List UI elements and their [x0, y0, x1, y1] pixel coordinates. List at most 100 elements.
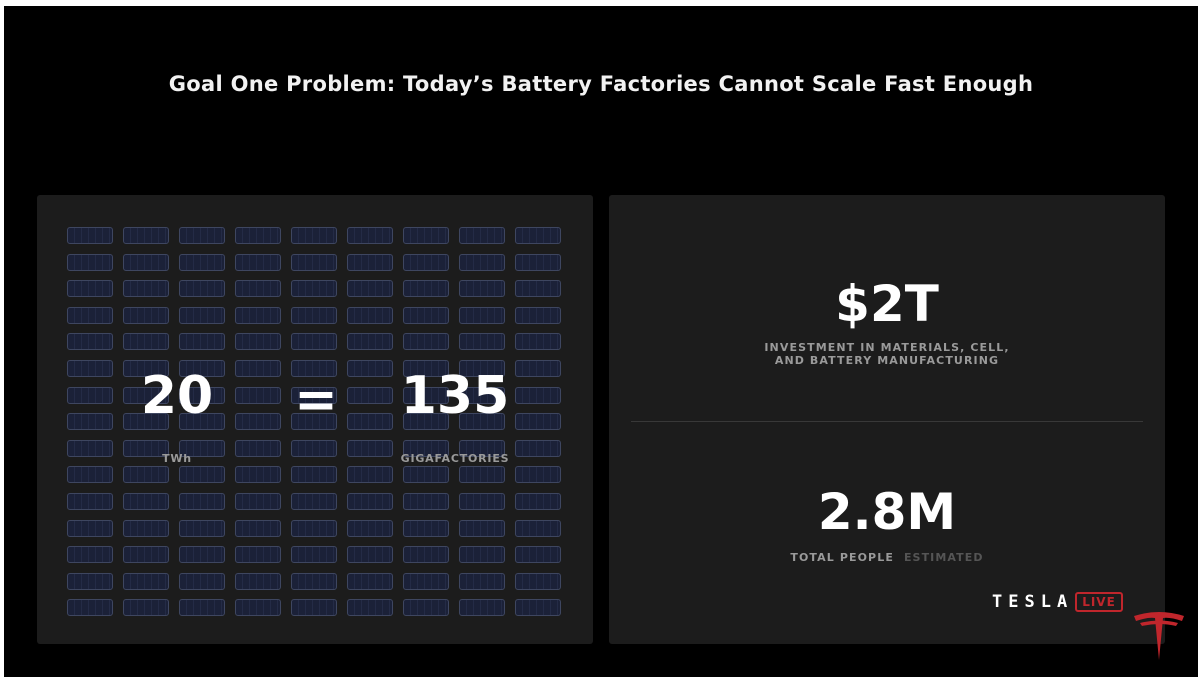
- gigafactory-tile: [291, 466, 337, 484]
- gigafactories-value: 135: [400, 366, 510, 426]
- gigafactory-tile: [179, 466, 225, 484]
- gigafactory-tile: [123, 466, 169, 484]
- gigafactory-tile: [459, 466, 505, 484]
- gigafactory-tile: [67, 599, 113, 617]
- gigafactory-tile: [179, 572, 225, 590]
- panel-divider: [631, 421, 1143, 422]
- gigafactory-tile: [459, 253, 505, 271]
- gigafactory-tile: [123, 413, 169, 431]
- gigafactory-tile: [123, 253, 169, 271]
- twh-unit: TWh: [162, 452, 192, 465]
- gigafactory-tile: [403, 413, 449, 431]
- gigafactory-tile: [515, 386, 561, 404]
- gigafactory-tile: [347, 386, 393, 404]
- gigafactory-tile: [515, 253, 561, 271]
- gigafactory-tile: [291, 306, 337, 324]
- gigafactory-tile: [179, 306, 225, 324]
- gigafactory-tile: [347, 572, 393, 590]
- gigafactory-tile: [459, 546, 505, 564]
- gigafactory-tile: [235, 227, 281, 244]
- gigafactory-tile: [515, 599, 561, 617]
- gigafactory-tile: [347, 306, 393, 324]
- gigafactory-tile: [179, 492, 225, 510]
- gigafactory-tile: [123, 359, 169, 377]
- gigafactory-tile: [123, 227, 169, 244]
- gigafactory-tile: [347, 492, 393, 510]
- investment-panel: $2T INVESTMENT IN MATERIALS, CELL, AND B…: [609, 195, 1165, 644]
- gigafactory-tile: [347, 333, 393, 351]
- gigafactory-tile: [515, 466, 561, 484]
- gigafactory-tile: [515, 439, 561, 457]
- gigafactory-grid: [67, 227, 561, 617]
- gigafactory-tile: [235, 439, 281, 457]
- gigafactory-tile: [291, 227, 337, 244]
- gigafactory-tile: [235, 546, 281, 564]
- gigafactory-tile: [291, 386, 337, 404]
- gigafactory-tile: [123, 599, 169, 617]
- gigafactory-tile: [67, 519, 113, 537]
- gigafactory-tile: [123, 546, 169, 564]
- gigafactory-tile: [403, 492, 449, 510]
- gigafactory-tile: [235, 413, 281, 431]
- gigafactory-tile: [123, 572, 169, 590]
- gigafactory-tile: [459, 599, 505, 617]
- gigafactory-tile: [123, 386, 169, 404]
- gigafactory-tile: [459, 439, 505, 457]
- people-estimated-note: ESTIMATED: [903, 551, 984, 564]
- gigafactory-tile: [515, 413, 561, 431]
- gigafactory-tile: [235, 519, 281, 537]
- gigafactory-tile: [403, 439, 449, 457]
- gigafactory-tile: [515, 519, 561, 537]
- gigafactory-tile: [235, 599, 281, 617]
- gigafactory-tile: [179, 359, 225, 377]
- gigafactory-tile: [515, 306, 561, 324]
- gigafactory-tile: [67, 253, 113, 271]
- gigafactory-tile: [515, 280, 561, 298]
- gigafactory-tile: [67, 227, 113, 244]
- equals-sign: =: [294, 370, 338, 430]
- gigafactory-tile: [67, 280, 113, 298]
- gigafactory-tile: [403, 519, 449, 537]
- gigafactory-tile: [403, 572, 449, 590]
- gigafactory-tile: [291, 413, 337, 431]
- gigafactory-tile: [179, 386, 225, 404]
- slide-title: Goal One Problem: Today’s Battery Factor…: [168, 72, 1034, 96]
- gigafactory-tile: [347, 359, 393, 377]
- gigafactory-tile: [235, 492, 281, 510]
- gigafactory-tile: [291, 280, 337, 298]
- gigafactory-tile: [291, 572, 337, 590]
- gigafactory-tile: [235, 386, 281, 404]
- gigafactory-tile: [235, 280, 281, 298]
- gigafactory-tile: [347, 599, 393, 617]
- gigafactory-tile: [515, 227, 561, 244]
- gigafactory-tile: [67, 546, 113, 564]
- gigafactory-tile: [179, 413, 225, 431]
- gigafactory-tile: [403, 227, 449, 244]
- people-value: 2.8M: [817, 483, 957, 541]
- people-caption-label: TOTAL PEOPLE: [790, 551, 894, 564]
- investment-caption-line1: INVESTMENT IN MATERIALS, CELL,: [764, 341, 1010, 354]
- gigafactory-tile: [179, 439, 225, 457]
- gigafactory-tile: [291, 253, 337, 271]
- gigafactory-tile: [403, 333, 449, 351]
- gigafactory-tile: [291, 359, 337, 377]
- gigafactory-tile: [179, 546, 225, 564]
- gigafactory-tile: [459, 413, 505, 431]
- gigafactory-tile: [403, 253, 449, 271]
- gigafactory-tile: [179, 333, 225, 351]
- gigafactory-tile: [179, 253, 225, 271]
- gigafactory-tile: [291, 333, 337, 351]
- gigafactory-tile: [235, 359, 281, 377]
- gigafactory-tile: [67, 572, 113, 590]
- tesla-wordmark: TESLA: [992, 592, 1074, 612]
- gigafactory-tile: [459, 333, 505, 351]
- gigafactory-tile: [235, 572, 281, 590]
- people-caption: TOTAL PEOPLE ESTIMATED: [609, 551, 1165, 565]
- gigafactory-tile: [123, 306, 169, 324]
- gigafactory-tile: [459, 386, 505, 404]
- gigafactory-tile: [403, 386, 449, 404]
- gigafactory-tile: [347, 413, 393, 431]
- investment-caption-line2: AND BATTERY MANUFACTURING: [774, 354, 1000, 367]
- gigafactory-tile: [67, 439, 113, 457]
- gigafactory-tile: [291, 439, 337, 457]
